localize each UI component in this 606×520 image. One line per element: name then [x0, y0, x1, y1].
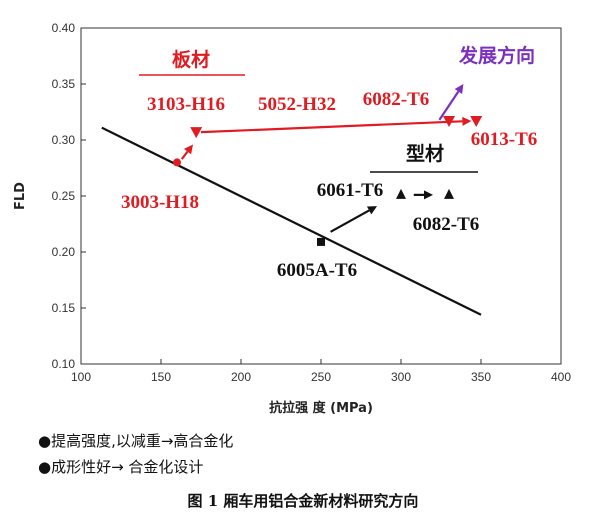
- data-point-circle: [173, 158, 181, 167]
- y-axis-ticks: 0.10 0.15 0.20 0.25 0.30 0.35 0.40: [52, 21, 86, 371]
- bullet-item: ●成形性好→ 合金化设计: [38, 458, 204, 476]
- x-tick-label: 250: [311, 370, 331, 384]
- arrow-shaft: [330, 209, 370, 233]
- annotation-label: 6061-T6: [317, 180, 384, 201]
- arrows-group: [180, 84, 472, 233]
- y-axis-title: FLD: [13, 182, 28, 210]
- data-point-triangle-up: [444, 188, 454, 199]
- arrow-shaft: [438, 90, 460, 121]
- x-axis-ticks: 100 150 200 250 300 350 400: [71, 359, 571, 384]
- annotation-label: 3103-H16: [147, 94, 225, 115]
- data-point-square: [317, 237, 325, 246]
- annotation-label: 6005A-T6: [277, 260, 357, 281]
- arrow-shaft: [180, 150, 189, 160]
- points-group: [173, 115, 483, 246]
- fld-chart: 100 150 200 250 300 350 400 0.100.150.200.250.…: [13, 21, 571, 416]
- annotation-label: 6013-T6: [471, 129, 538, 150]
- annotations-group: 板材 3103-H16 5052-H32 6082-T6 6013-T6 3003-H18…: [121, 44, 537, 281]
- annotation-label: 3003-H18: [121, 192, 199, 213]
- data-point-triangle-down: [443, 115, 455, 127]
- x-tick-label: 150: [151, 370, 171, 384]
- arrow-head: [183, 144, 193, 155]
- annotation-label: 型材: [406, 142, 444, 165]
- x-tick-label: 350: [471, 370, 491, 384]
- annotation-label: 5052-H32: [258, 94, 336, 115]
- arrow-head: [424, 190, 433, 200]
- y-tick-label: 0.15: [52, 301, 76, 315]
- y-tick-label: 0.20: [52, 245, 76, 259]
- arrow-head: [366, 206, 377, 215]
- data-point-triangle-down: [470, 115, 483, 127]
- data-point-triangle-down: [190, 127, 203, 139]
- y-tick-label: 0.30: [52, 133, 76, 147]
- y-tick-label: 0.25: [52, 189, 76, 203]
- arrow-shaft: [200, 120, 463, 134]
- annotation-label: 6082-T6: [363, 89, 430, 110]
- bullet-item: ●提高强度,以减重→高合金化: [38, 432, 234, 450]
- y-tick-label: 0.40: [52, 21, 76, 35]
- x-tick-label: 400: [551, 370, 571, 384]
- x-tick-label: 200: [231, 370, 251, 384]
- x-axis-title: 抗拉强 度 (MPa): [269, 400, 373, 416]
- arrow-head: [462, 116, 472, 126]
- annotation-label: 6082-T6: [413, 214, 480, 235]
- trend-line: [101, 126, 482, 316]
- y-tick-label: 0.35: [52, 77, 76, 91]
- x-tick-label: 100: [71, 370, 91, 384]
- figure-caption: 图 1 厢车用铝合金新材料研究方向: [187, 492, 419, 510]
- trend-line-group: [101, 126, 482, 316]
- data-point-triangle-up: [396, 188, 406, 199]
- bullet-list: ●提高强度,以减重→高合金化 ●成形性好→ 合金化设计: [38, 428, 233, 480]
- annotation-label: 发展方向: [458, 44, 535, 67]
- y-tick-label: 0.10: [52, 357, 76, 371]
- x-tick-label: 300: [391, 370, 411, 384]
- arrow-head: [454, 84, 464, 94]
- annotation-label: 板材: [172, 48, 210, 71]
